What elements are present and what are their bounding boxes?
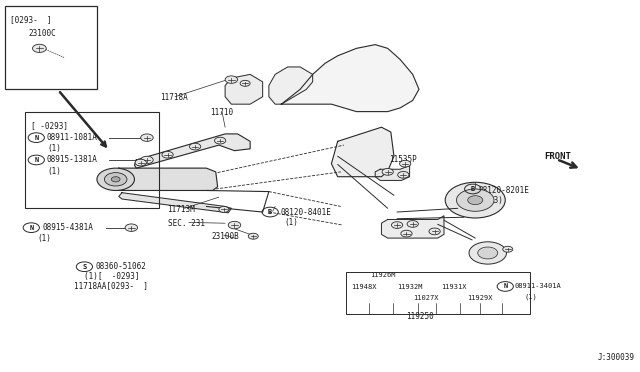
Polygon shape xyxy=(269,67,313,104)
Circle shape xyxy=(104,173,127,186)
Circle shape xyxy=(503,246,513,252)
Text: 11929X: 11929X xyxy=(467,295,493,301)
Text: 11027X: 11027X xyxy=(413,295,438,301)
Text: (3): (3) xyxy=(489,196,503,205)
Circle shape xyxy=(240,80,250,86)
Circle shape xyxy=(392,222,403,228)
Circle shape xyxy=(469,242,506,264)
Bar xyxy=(5,6,97,89)
Circle shape xyxy=(456,189,494,211)
Circle shape xyxy=(429,228,440,235)
Circle shape xyxy=(407,221,419,227)
Text: 08915-1381A: 08915-1381A xyxy=(47,155,98,164)
Circle shape xyxy=(135,159,147,166)
Text: N: N xyxy=(29,225,33,231)
Text: 11948X: 11948X xyxy=(351,284,377,290)
Text: N: N xyxy=(34,135,38,141)
Circle shape xyxy=(33,44,46,52)
Text: 23100C: 23100C xyxy=(29,29,56,38)
Text: B: B xyxy=(268,209,272,215)
Polygon shape xyxy=(119,193,232,213)
Text: 08915-4381A: 08915-4381A xyxy=(42,223,93,232)
Circle shape xyxy=(401,230,412,237)
Text: 08360-51062: 08360-51062 xyxy=(95,262,146,271)
Text: 08120-8201E: 08120-8201E xyxy=(479,186,530,195)
Text: SEC. 231: SEC. 231 xyxy=(168,219,205,228)
Polygon shape xyxy=(225,74,262,104)
Text: 11926M: 11926M xyxy=(370,272,396,278)
Text: (1): (1) xyxy=(47,167,61,176)
Text: 11535P: 11535P xyxy=(389,155,417,164)
Polygon shape xyxy=(381,216,444,238)
Text: J:300039: J:300039 xyxy=(597,353,634,362)
Text: N: N xyxy=(34,157,38,163)
Text: B: B xyxy=(470,186,475,192)
Polygon shape xyxy=(375,166,410,180)
Circle shape xyxy=(468,196,483,205)
Text: FRONT: FRONT xyxy=(544,153,571,161)
Circle shape xyxy=(248,233,259,239)
Text: N: N xyxy=(503,283,508,289)
Text: 11718AA[0293-  ]: 11718AA[0293- ] xyxy=(74,281,148,290)
Circle shape xyxy=(111,177,120,182)
Circle shape xyxy=(445,182,505,218)
Circle shape xyxy=(189,143,201,150)
Text: 08120-8401E: 08120-8401E xyxy=(280,208,331,217)
Text: 11931X: 11931X xyxy=(442,284,467,290)
Circle shape xyxy=(225,76,237,83)
Text: (1)[  -0293]: (1)[ -0293] xyxy=(84,272,140,280)
Text: 11932M: 11932M xyxy=(397,284,422,290)
Circle shape xyxy=(125,224,138,231)
Text: S: S xyxy=(83,264,86,270)
Text: [ -0293]: [ -0293] xyxy=(31,121,68,130)
Circle shape xyxy=(219,206,229,212)
Text: 23100B: 23100B xyxy=(211,232,239,241)
Circle shape xyxy=(382,169,394,175)
Text: 08911-3401A: 08911-3401A xyxy=(514,283,561,289)
Text: (1): (1) xyxy=(285,218,298,227)
Circle shape xyxy=(397,171,409,178)
Circle shape xyxy=(162,151,173,158)
Text: 08911-1081A: 08911-1081A xyxy=(47,133,98,142)
Text: (1): (1) xyxy=(47,144,61,153)
Polygon shape xyxy=(134,134,250,168)
Circle shape xyxy=(97,168,134,190)
Polygon shape xyxy=(108,168,218,190)
Text: (1): (1) xyxy=(38,234,51,243)
Polygon shape xyxy=(332,127,394,177)
Bar xyxy=(25,112,159,208)
Circle shape xyxy=(399,160,411,167)
Text: 11718A: 11718A xyxy=(160,93,188,102)
Circle shape xyxy=(214,137,226,144)
Circle shape xyxy=(228,221,241,229)
Text: 119250: 119250 xyxy=(406,312,434,321)
Text: 11713M: 11713M xyxy=(168,205,195,214)
Text: (1): (1) xyxy=(524,294,537,300)
Circle shape xyxy=(477,247,498,259)
Circle shape xyxy=(141,134,153,141)
Polygon shape xyxy=(282,45,419,112)
Text: 11710: 11710 xyxy=(210,108,233,117)
Bar xyxy=(346,272,531,314)
Text: [0293-  ]: [0293- ] xyxy=(10,15,52,24)
Circle shape xyxy=(141,156,153,164)
